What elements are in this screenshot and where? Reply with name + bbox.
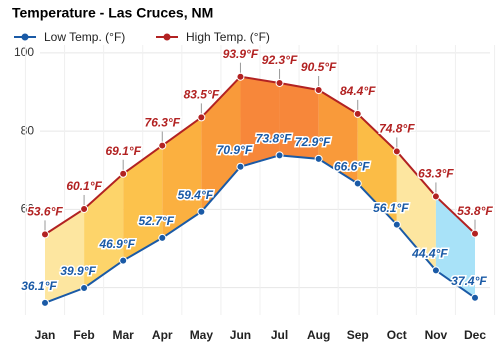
data-point	[80, 204, 89, 213]
temperature-band	[435, 196, 475, 298]
chart-title: Temperature - Las Cruces, NM	[12, 5, 213, 21]
data-point	[431, 266, 440, 275]
data-point	[392, 220, 401, 229]
data-point	[275, 151, 284, 160]
temperature-band	[396, 151, 436, 271]
temperature-band	[123, 145, 163, 261]
data-label: 52.7°F	[139, 214, 175, 228]
x-tick-label: Apr	[152, 328, 173, 342]
data-point	[41, 230, 49, 239]
y-tick-label: 60	[21, 202, 35, 216]
temperature-band	[357, 113, 397, 225]
temperature-band	[201, 76, 241, 212]
data-point	[392, 147, 401, 156]
temperature-band	[318, 90, 358, 184]
data-label: 36.1°F	[21, 279, 57, 293]
data-point	[197, 113, 206, 122]
data-label: 59.4°F	[178, 188, 214, 202]
data-label: 37.4°F	[451, 274, 487, 288]
data-point	[236, 72, 245, 81]
data-label: 92.3°F	[262, 53, 298, 67]
data-label: 83.5°F	[184, 88, 220, 102]
data-label: 63.3°F	[418, 167, 454, 181]
data-label: 74.8°F	[379, 122, 415, 136]
legend-marker	[21, 33, 29, 41]
y-tick-label: 80	[21, 123, 35, 137]
data-label: 66.6°F	[334, 160, 370, 174]
data-point	[314, 154, 323, 163]
y-tick-label: 40	[21, 280, 35, 294]
data-label: 93.9°F	[223, 47, 259, 61]
data-point	[353, 109, 362, 118]
data-label: 53.8°F	[457, 204, 493, 218]
data-point	[353, 179, 362, 188]
data-point	[431, 192, 440, 201]
data-label: 44.4°F	[411, 247, 448, 261]
data-point	[41, 298, 49, 307]
data-label: 69.1°F	[105, 144, 141, 158]
data-point	[197, 207, 206, 216]
data-label: 72.9°F	[295, 135, 331, 149]
data-point	[119, 169, 128, 178]
x-tick-label: Jan	[35, 328, 56, 342]
temperature-band	[45, 208, 85, 303]
data-label: 60.1°F	[66, 179, 102, 193]
x-tick-label: Mar	[113, 328, 135, 342]
temperature-band	[162, 117, 202, 238]
x-tick-label: May	[190, 328, 214, 342]
x-tick-label: Dec	[464, 328, 486, 342]
legend-marker	[163, 33, 171, 41]
legend-label: High Temp. (°F)	[186, 30, 270, 44]
data-label: 76.3°F	[145, 116, 181, 130]
data-label: 90.5°F	[301, 60, 337, 74]
data-point	[119, 256, 128, 265]
series-line	[44, 75, 476, 236]
temperature-band	[84, 173, 124, 288]
legend-label: Low Temp. (°F)	[44, 30, 125, 44]
series-line	[44, 154, 476, 304]
data-point	[158, 141, 167, 150]
data-label: 84.4°F	[340, 84, 376, 98]
data-label: 53.6°F	[27, 205, 63, 219]
data-point	[471, 229, 479, 238]
data-label: 46.9°F	[98, 237, 135, 251]
data-point	[275, 78, 284, 87]
data-point	[158, 233, 167, 242]
data-label: 70.9°F	[217, 143, 253, 157]
data-label: 39.9°F	[60, 264, 96, 278]
x-tick-label: Jun	[230, 328, 251, 342]
temperature-band	[279, 82, 319, 159]
temperature-band	[240, 76, 280, 167]
x-tick-label: Oct	[387, 328, 407, 342]
data-point	[236, 162, 245, 171]
data-label: 73.8°F	[256, 132, 292, 146]
data-point	[471, 293, 479, 302]
x-tick-label: Aug	[307, 328, 330, 342]
x-tick-label: Sep	[347, 328, 369, 342]
x-tick-label: Jul	[271, 328, 288, 342]
data-label: 56.1°F	[373, 201, 409, 215]
x-tick-label: Feb	[73, 328, 94, 342]
data-point	[314, 86, 323, 94]
y-tick-label: 100	[14, 45, 34, 59]
data-point	[80, 284, 89, 292]
x-tick-label: Nov	[425, 328, 448, 342]
